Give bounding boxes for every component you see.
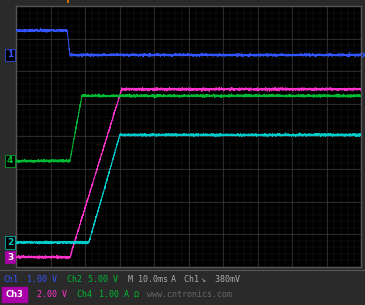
Text: A: A: [161, 274, 176, 284]
Text: 380mV: 380mV: [205, 274, 240, 284]
Text: 1: 1: [7, 51, 14, 59]
Text: Ch4: Ch4: [62, 290, 92, 300]
Text: T: T: [65, 0, 71, 5]
Text: 1.00 A Ω: 1.00 A Ω: [89, 290, 139, 300]
Text: Ch1: Ch1: [174, 274, 199, 284]
Text: ↘: ↘: [196, 274, 206, 284]
Text: M 10.0ms: M 10.0ms: [113, 274, 168, 284]
Text: 1.00 V: 1.00 V: [17, 274, 57, 284]
Text: 2: 2: [7, 238, 14, 247]
Text: Ch1: Ch1: [4, 274, 19, 284]
Text: 4: 4: [7, 156, 14, 165]
Text: 3: 3: [7, 253, 14, 262]
FancyBboxPatch shape: [2, 287, 27, 303]
Text: 5.00 V: 5.00 V: [78, 274, 118, 284]
Text: Ch2: Ch2: [52, 274, 82, 284]
Text: Ch3: Ch3: [5, 290, 23, 300]
Text: 2.00 V: 2.00 V: [27, 290, 68, 300]
Text: www.cntronics.com: www.cntronics.com: [132, 290, 233, 300]
